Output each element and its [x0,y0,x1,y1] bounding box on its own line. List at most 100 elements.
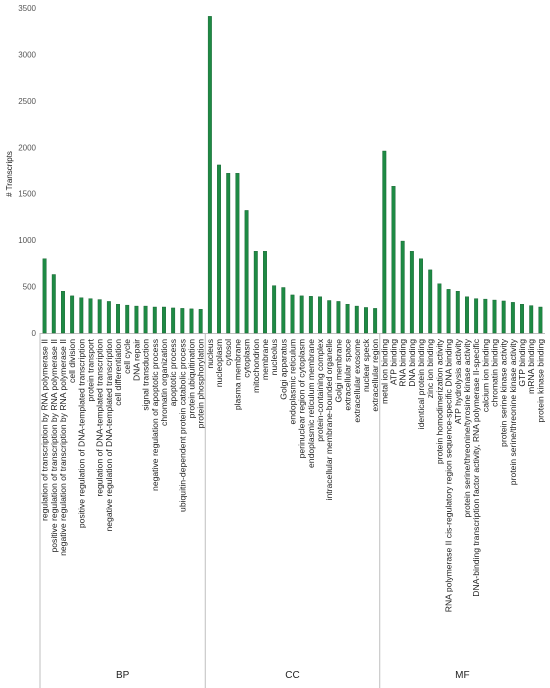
category-label: regulation of DNA-templated transcriptio… [95,339,105,497]
category-label: protein serine kinase activity [499,338,509,447]
bar [446,289,451,334]
bar [281,287,286,334]
bar [510,302,515,334]
category-label: negative regulation of transcription by … [58,339,68,556]
category-label: extracellular space [343,339,353,411]
bar [61,291,65,334]
category-label: nucleolus [269,339,279,375]
bar [162,306,166,334]
category-label: Golgi membrane [333,339,343,403]
bar [345,304,350,334]
bar [253,251,258,334]
bar [171,307,176,334]
category-label: DNA-binding transcription factor activit… [471,338,481,596]
category-label: identical protein binding [416,339,426,430]
bar [106,301,111,334]
bar [79,297,84,334]
bar [290,294,295,334]
bar [428,269,433,334]
category-label: cytosol [223,339,233,366]
bar [125,304,130,334]
category-label: plasma membrane [232,339,242,410]
category-label: perinuclear region of cytoplasm [297,339,307,458]
category-label: negative regulation of DNA-templated tra… [104,339,114,532]
category-label: RNA polymerase II cis-regulatory region … [444,339,454,612]
bar [51,274,56,334]
bar [226,173,231,334]
y-tick-label: 2500 [18,97,36,106]
y-tick-label: 1500 [18,190,36,199]
bar [152,306,157,334]
category-label: nucleus [205,339,215,369]
category-label: mRNA binding [526,339,536,394]
category-label: protein phosphorylation [196,339,206,429]
category-label: positive regulation of transcription by … [49,339,59,553]
group-labels: BP CC MF [39,333,470,688]
bar [217,164,221,334]
bar [437,283,442,334]
bars [42,16,543,334]
category-label: regulation of transcription by RNA polym… [40,339,50,521]
bar [538,306,543,334]
bar [198,309,203,334]
bar [299,295,304,334]
category-label: ubiquitin-dependent protein catabolic pr… [177,339,187,512]
bar [272,285,277,334]
y-tick-label: 3500 [18,4,36,13]
category-label: DNA repair [131,339,141,381]
bar [189,308,194,334]
category-label: ATP hydrolysis activity [453,338,463,424]
category-label: protein serine/threonine kinase activity [508,338,518,485]
category-label: positive regulation of DNA-templated tra… [76,339,86,528]
category-label: mitochondrion [251,339,261,393]
bar [134,305,139,334]
category-label: endoplasmic reticulum membrane [306,339,316,468]
bar [483,298,488,334]
group-label: CC [285,670,299,681]
bar [529,305,534,334]
bar [336,301,341,334]
category-label: nucleoplasm [214,339,224,387]
category-label: cell division [67,339,77,383]
category-label: protein-containing complex [315,338,325,441]
bar [42,258,47,334]
bar [263,251,267,334]
category-label: ATP binding [389,339,399,385]
bar [180,308,185,334]
category-label: cell differentiation [113,339,123,406]
bar [501,300,506,334]
y-tick-label: 0 [32,329,37,338]
y-tick-label: 3000 [18,50,36,59]
bar [474,298,479,334]
category-label: cell cycle [122,339,132,374]
category-label: DNA binding [407,339,417,387]
bar [97,299,102,334]
category-label: protein serine/threonine/tyrosine kinase… [462,338,472,517]
category-label: GTP binding [517,339,527,387]
category-label: chromatin organization [159,339,169,426]
category-label: extracellular region [370,339,380,412]
bar [419,258,423,334]
bar [235,173,240,334]
group-label: BP [116,670,130,681]
bar [354,305,359,334]
category-label: endoplasmic reticulum [288,339,298,425]
bar [400,240,405,334]
category-label: intracellular membrane-bounded organelle [324,339,334,501]
bar [70,295,75,334]
y-tick-label: 500 [23,283,37,292]
bar [327,300,332,334]
bar [88,298,93,334]
y-axis-label: # Transcripts [5,151,14,197]
bar [244,210,249,334]
category-label: signal transduction [141,339,151,411]
category-label: protein ubiquitination [187,339,197,419]
category-label: metal ion binding [379,339,389,404]
category-label: negative regulation of apoptotic process [150,339,160,491]
bar [318,296,322,334]
y-tick-label: 2000 [18,143,36,152]
bar [373,308,378,334]
bar [409,251,414,334]
bar [308,296,313,334]
